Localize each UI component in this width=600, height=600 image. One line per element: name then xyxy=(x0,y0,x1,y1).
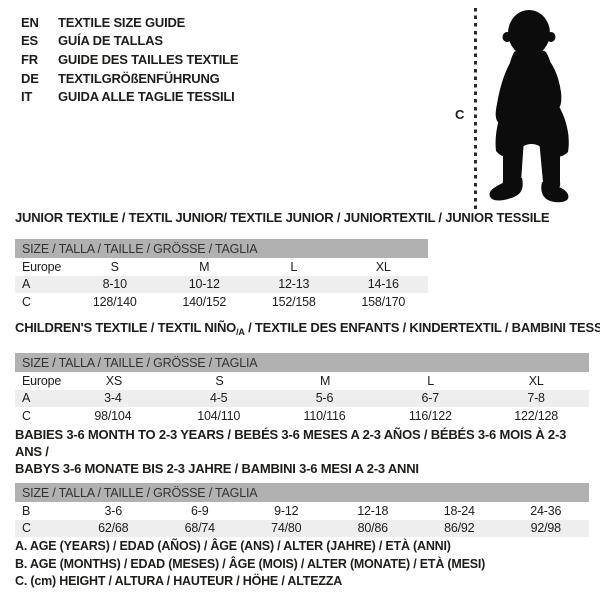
language-code: DE xyxy=(21,70,39,86)
height-cell: 116/122 xyxy=(408,408,452,423)
age-cell: 8-10 xyxy=(102,277,127,292)
size-header-bar: SIZE / TALLA / TAILLE / GRÖSSE / TAGLIA xyxy=(15,239,428,258)
babies-size-table: SIZE / TALLA / TAILLE / GRÖSSE / TAGLIA … xyxy=(15,483,589,537)
size-cell: L xyxy=(290,259,298,274)
size-cell: M xyxy=(199,259,210,274)
language-title: GUIDE DES TAILLES TEXTILE xyxy=(58,51,239,67)
row-label: B xyxy=(22,503,31,518)
row-label: C xyxy=(22,521,31,536)
months-cell: 12-18 xyxy=(357,503,389,518)
language-row-de: DE TEXTILGRÖßENFÜHRUNG xyxy=(21,69,238,88)
height-cell: 152/158 xyxy=(271,294,316,309)
size-cell: M xyxy=(319,373,331,388)
section-title: CHILDREN'S TEXTILE / TEXTIL NIÑO/A / TEX… xyxy=(15,320,600,339)
row-label: A xyxy=(22,391,31,406)
height-cell: 128/140 xyxy=(92,294,137,309)
table-row-age: A 3-4 4-5 5-6 6-7 7-8 xyxy=(15,389,589,407)
height-cell: 104/110 xyxy=(197,408,241,423)
language-row-fr: FR GUIDE DES TAILLES TEXTILE xyxy=(21,50,239,69)
age-cell: 10-12 xyxy=(188,277,220,292)
row-label: Europe xyxy=(22,259,62,274)
title-sub: /A xyxy=(236,327,245,337)
months-cell: 24-36 xyxy=(530,503,562,518)
childrens-size-table: SIZE / TALLA / TAILLE / GRÖSSE / TAGLIA … xyxy=(15,353,589,425)
section-title: BABIES 3-6 MONTH TO 2-3 YEARS / BEBÉS 3-… xyxy=(15,426,589,477)
table-row-europe: Europe XS S M L XL xyxy=(15,372,589,390)
language-code: IT xyxy=(21,89,33,105)
section-babies: BABIES 3-6 MONTH TO 2-3 YEARS / BEBÉS 3-… xyxy=(15,426,589,537)
height-cell: 68/74 xyxy=(184,521,215,536)
language-row-es: ES GUÍA DE TALLAS xyxy=(21,32,238,51)
table-row-height: C 128/140 140/152 152/158 158/170 xyxy=(15,293,428,311)
height-cell: 80/86 xyxy=(357,521,388,536)
age-cell: 14-16 xyxy=(367,277,399,292)
months-cell: 6-9 xyxy=(191,503,209,518)
size-header-bar: SIZE / TALLA / TAILLE / GRÖSSE / TAGLIA xyxy=(15,483,589,502)
junior-size-table: SIZE / TALLA / TAILLE / GRÖSSE / TAGLIA … xyxy=(15,239,428,311)
title-line-2: BABYS 3-6 MONATE BIS 2-3 JAHRE / BAMBINI… xyxy=(15,461,419,476)
age-cell: 6-7 xyxy=(421,391,440,406)
legend-line-c: C. (cm) HEIGHT / ALTURA / HAUTEUR / HÖHE… xyxy=(15,574,343,588)
age-cell: 4-5 xyxy=(209,391,228,406)
size-cell: L xyxy=(427,373,435,388)
title-post: / TEXTILE DES ENFANTS / KINDERTEXTIL / B… xyxy=(244,320,600,335)
table-row-height: C 62/68 68/74 74/80 80/86 86/92 92/98 xyxy=(15,519,589,537)
height-cell: 98/104 xyxy=(94,408,132,423)
language-title: TEXTILGRÖßENFÜHRUNG xyxy=(58,70,220,86)
toddler-silhouette xyxy=(489,10,569,203)
language-row-en: EN TEXTILE SIZE GUIDE xyxy=(21,13,238,32)
height-measure-dotted-line xyxy=(474,8,477,210)
language-code: ES xyxy=(21,33,38,49)
height-cell: 158/170 xyxy=(361,294,406,309)
height-measure-label: C xyxy=(455,107,465,122)
age-cell: 5-6 xyxy=(315,391,334,406)
section-title: JUNIOR TEXTILE / TEXTIL JUNIOR/ TEXTILE … xyxy=(15,210,550,225)
size-cell: XS xyxy=(105,373,123,388)
row-label: C xyxy=(22,408,31,423)
row-label: A xyxy=(22,277,31,292)
language-code: FR xyxy=(21,51,38,67)
height-cell: 86/92 xyxy=(444,521,475,536)
section-junior-textile: JUNIOR TEXTILE / TEXTIL JUNIOR/ TEXTILE … xyxy=(15,210,550,311)
months-cell: 18-24 xyxy=(443,503,475,518)
language-title: GUIDA ALLE TAGLIE TESSILI xyxy=(58,89,235,105)
legend: A. AGE (YEARS) / EDAD (AÑOS) / ÂGE (ANS)… xyxy=(15,538,485,591)
row-label: Europe xyxy=(22,373,62,388)
height-cell: 62/68 xyxy=(98,521,129,536)
language-row-it: IT GUIDA ALLE TAGLIE TESSILI xyxy=(21,87,238,106)
height-cell: 140/152 xyxy=(182,294,227,309)
legend-line-b: B. AGE (MONTHS) / EDAD (MESES) / ÂGE (MO… xyxy=(15,556,486,571)
title-line-1: BABIES 3-6 MONTH TO 2-3 YEARS / BEBÉS 3-… xyxy=(15,427,567,459)
size-header-bar: SIZE / TALLA / TAILLE / GRÖSSE / TAGLIA xyxy=(15,353,589,372)
months-cell: 3-6 xyxy=(104,503,123,518)
table-row-height: C 98/104 104/110 110/116 116/122 122/128 xyxy=(15,407,589,425)
height-cell: 110/116 xyxy=(303,408,346,423)
size-cell: XL xyxy=(528,373,544,388)
height-cell: 92/98 xyxy=(530,521,561,536)
language-title: TEXTILE SIZE GUIDE xyxy=(58,14,186,30)
legend-line-a: A. AGE (YEARS) / EDAD (AÑOS) / ÂGE (ANS)… xyxy=(15,539,451,553)
age-cell: 7-8 xyxy=(527,391,545,406)
table-row-age: A 8-10 10-12 12-13 14-16 xyxy=(15,275,428,293)
language-title: GUÍA DE TALLAS xyxy=(58,33,163,49)
size-cell: S xyxy=(215,373,224,388)
size-cell: XL xyxy=(375,259,391,274)
size-cell: S xyxy=(110,259,119,274)
age-cell: 3-4 xyxy=(104,391,122,406)
table-row-europe: Europe S M L XL xyxy=(15,258,428,276)
row-label: C xyxy=(22,294,31,309)
title-pre: CHILDREN'S TEXTILE / TEXTIL NIÑO xyxy=(15,320,237,335)
height-cell: 122/128 xyxy=(514,408,558,423)
language-code: EN xyxy=(21,14,39,30)
months-cell: 9-12 xyxy=(274,503,299,518)
language-list: EN TEXTILE SIZE GUIDE ES GUÍA DE TALLAS … xyxy=(21,13,239,106)
table-row-months: B 3-6 6-9 9-12 12-18 18-24 24-36 xyxy=(15,502,589,520)
age-cell: 12-13 xyxy=(278,277,310,292)
section-childrens-textile: CHILDREN'S TEXTILE / TEXTIL NIÑO/A / TEX… xyxy=(15,320,600,425)
height-cell: 74/80 xyxy=(271,521,302,536)
